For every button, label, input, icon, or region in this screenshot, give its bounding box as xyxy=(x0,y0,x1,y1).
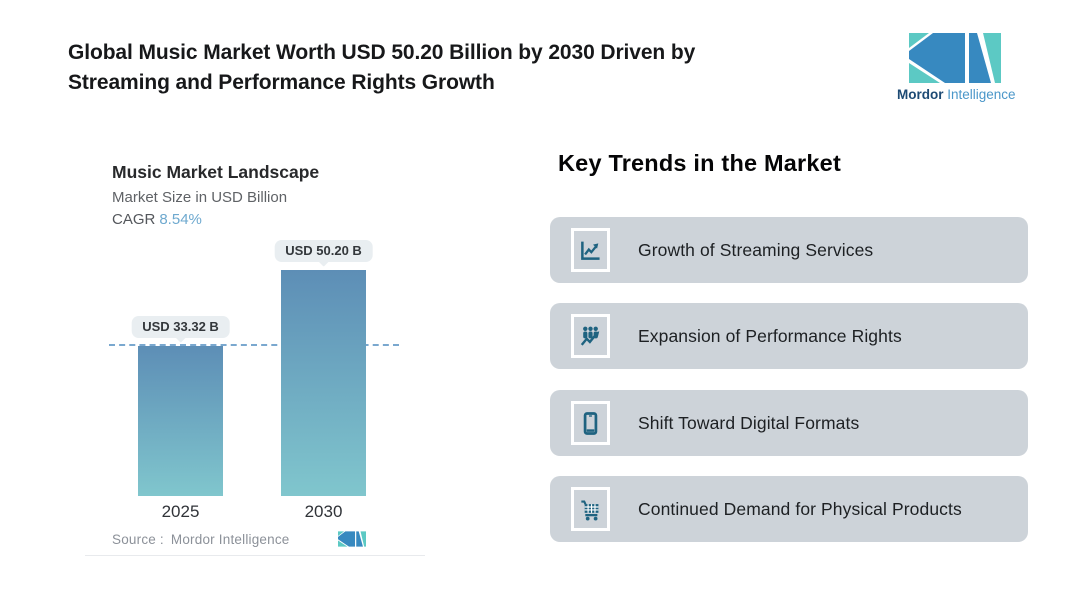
chart-subtitle: Market Size in USD Billion xyxy=(112,189,288,206)
bar-column-2030: USD 50.20 B xyxy=(274,235,373,496)
chart-cagr: CAGR 8.54% xyxy=(112,211,319,228)
cagr-value: 8.54% xyxy=(159,211,202,228)
chart-title: Music Market Landscape xyxy=(112,162,320,182)
trend-label: Expansion of Performance Rights xyxy=(638,325,902,346)
key-trends-heading: Key Trends in the Market xyxy=(558,150,841,176)
x-axis-label-2030: 2030 xyxy=(304,502,343,521)
trend-card-physical-products: Continued Demand for Physical Products xyxy=(550,476,1028,542)
page-title: Global Music Market Worth USD 50.20 Bill… xyxy=(68,38,868,99)
brand-logo: Mordor Intelligence xyxy=(897,33,1016,102)
chart-source: Source : Mordor Intelligence xyxy=(112,532,290,547)
source-value: Mordor Intelligence xyxy=(170,532,290,547)
trend-card-performance-rights: Expansion of Performance Rights xyxy=(550,303,1028,369)
market-size-chart-panel: Music Market Landscape Market Size in US… xyxy=(85,140,425,556)
reference-dashed-line xyxy=(109,344,399,346)
bar-chart: USD 33.32 B USD 50.20 B xyxy=(85,235,425,496)
line-chart-growth-icon xyxy=(571,228,610,272)
trend-label: Shift Toward Digital Formats xyxy=(638,412,860,433)
page-title-line2: Streaming and Performance Rights Growth xyxy=(68,71,495,95)
source-label: Source : xyxy=(112,532,164,547)
bar-2030 xyxy=(281,270,366,496)
bar-2025 xyxy=(138,346,223,496)
chart-header: Music Market Landscape Market Size in US… xyxy=(112,162,319,228)
smartphone-icon xyxy=(571,401,610,445)
bar-value-label-2030: USD 50.20 B xyxy=(274,240,373,262)
x-axis-label-2025: 2025 xyxy=(161,502,200,521)
audience-growth-icon xyxy=(571,314,610,358)
trend-card-streaming-growth: Growth of Streaming Services xyxy=(550,217,1028,283)
cagr-label: CAGR xyxy=(112,211,156,228)
page-title-line1: Global Music Market Worth USD 50.20 Bill… xyxy=(68,41,696,64)
bar-value-text-2025: USD 33.32 B xyxy=(142,319,219,334)
shopping-cart-icon xyxy=(571,487,610,531)
mordor-intelligence-mini-logo-icon xyxy=(338,531,366,547)
bar-value-label-2025: USD 33.32 B xyxy=(131,316,230,338)
brand-name-primary: Mordor xyxy=(897,87,944,102)
bar-value-text-2030: USD 50.20 B xyxy=(285,243,362,258)
trend-label: Growth of Streaming Services xyxy=(638,239,874,260)
panel-bottom-divider xyxy=(85,555,425,556)
mordor-intelligence-logo-icon xyxy=(909,33,1001,83)
brand-name: Mordor Intelligence xyxy=(897,87,1016,102)
trend-card-digital-formats: Shift Toward Digital Formats xyxy=(550,390,1028,456)
brand-name-secondary: Intelligence xyxy=(947,87,1016,102)
trend-label: Continued Demand for Physical Products xyxy=(638,498,962,519)
bar-column-2025: USD 33.32 B xyxy=(131,235,230,496)
